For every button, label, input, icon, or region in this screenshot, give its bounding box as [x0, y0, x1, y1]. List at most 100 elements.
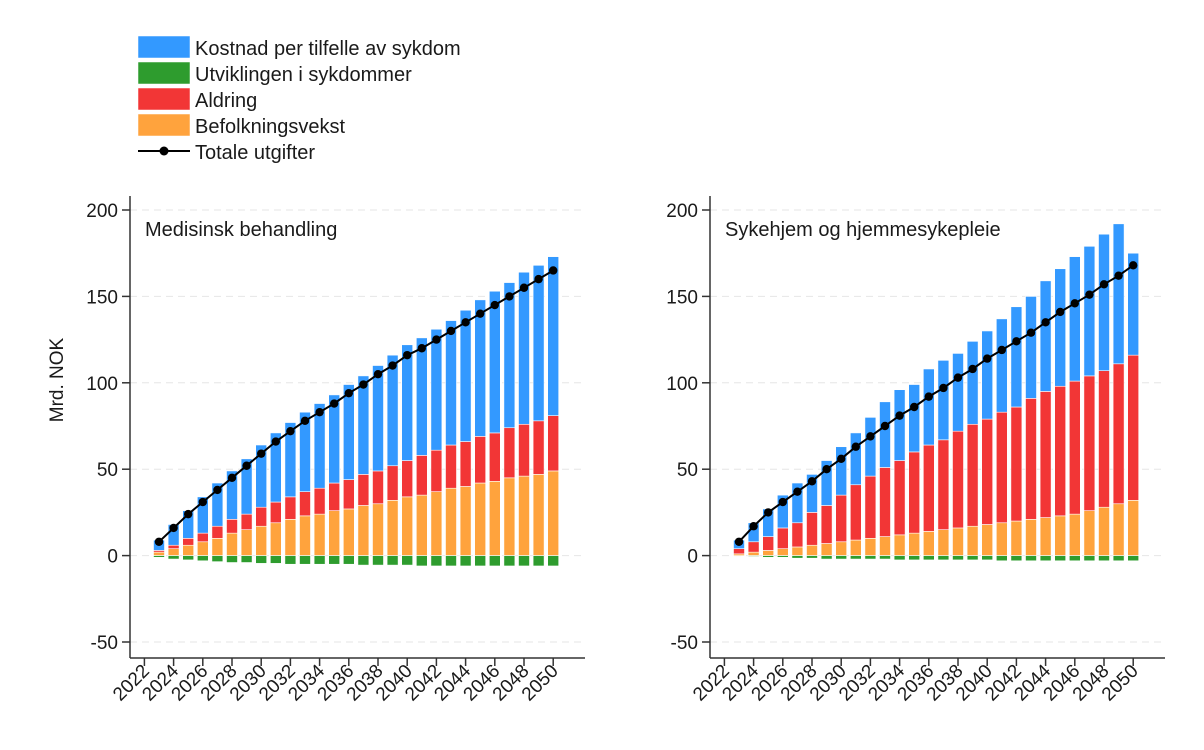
bar-cost-2027 — [211, 482, 224, 527]
bar-aging-2045 — [1054, 385, 1066, 517]
bar-pop-2026 — [197, 541, 209, 556]
bar-cost-2037 — [357, 375, 370, 475]
total-point-2048 — [519, 283, 529, 292]
bar-disease-2037 — [937, 555, 950, 561]
total-line — [738, 264, 1134, 543]
bar-aging-2037 — [357, 474, 370, 506]
bar-cost-2028 — [226, 470, 238, 520]
y-tick-label-50: 50 — [97, 460, 118, 481]
bar-disease-2036 — [342, 555, 355, 565]
bar-aging-2042 — [1010, 406, 1023, 522]
total-point-2032 — [866, 432, 875, 441]
bar-pop-2046 — [1069, 513, 1081, 556]
bar-pop-2023 — [153, 551, 165, 556]
bar-pop-2039 — [386, 500, 399, 556]
legend-swatch-cost — [137, 35, 191, 59]
bar-disease-2050 — [547, 555, 560, 567]
bar-pop-2035 — [908, 532, 921, 556]
bar-pop-2049 — [1112, 503, 1125, 556]
bar-cost-2028 — [806, 474, 818, 513]
bar-disease-2044 — [459, 555, 472, 567]
legend-marker-total — [159, 146, 169, 156]
bar-disease-2047 — [503, 555, 516, 567]
panel-title: Sykehjem og hjemmesykepleie — [725, 219, 1001, 241]
bar-aging-2028 — [226, 519, 238, 534]
bar-disease-2026 — [776, 555, 789, 558]
bar-disease-2040 — [401, 555, 414, 566]
bar-aging-2041 — [995, 411, 1008, 524]
total-point-2043 — [1026, 328, 1036, 337]
bar-disease-2024 — [167, 555, 180, 560]
bar-disease-2049 — [1112, 555, 1125, 562]
bar-aging-2026 — [197, 532, 209, 543]
total-point-2033 — [300, 416, 310, 426]
bar-cost-2042 — [430, 328, 443, 451]
bar-aging-2038 — [372, 470, 384, 505]
bar-cost-2038 — [372, 365, 384, 472]
total-point-2024 — [169, 523, 178, 533]
bar-cost-2031 — [849, 432, 862, 486]
total-point-2047 — [1085, 290, 1094, 299]
bar-cost-2038 — [952, 353, 964, 432]
bar-cost-2030 — [255, 444, 267, 508]
total-point-2047 — [505, 292, 514, 301]
bar-pop-2029 — [820, 543, 833, 556]
bar-cost-2035 — [328, 394, 341, 484]
y-tick-label-200: 200 — [86, 201, 118, 222]
bar-disease-2044 — [1039, 555, 1052, 562]
bar-aging-2036 — [342, 479, 355, 510]
total-point-2025 — [184, 509, 193, 519]
bar-disease-2046 — [1069, 555, 1081, 562]
y-tick-label-150: 150 — [86, 287, 118, 308]
y-tick-label--50: -50 — [91, 633, 118, 654]
bar-disease-2043 — [445, 555, 457, 567]
bar-aging-2034 — [313, 487, 326, 515]
bar-aging-2032 — [864, 475, 877, 539]
bar-aging-2034 — [893, 460, 906, 536]
bar-disease-2031 — [269, 555, 282, 564]
bar-pop-2027 — [791, 546, 804, 556]
total-point-2041 — [417, 344, 426, 353]
bar-cost-2034 — [893, 389, 906, 461]
bar-aging-2044 — [459, 441, 472, 487]
bar-cost-2036 — [922, 368, 935, 446]
bar-cost-2032 — [284, 422, 297, 498]
bar-cost-2040 — [401, 344, 414, 461]
bar-cost-2029 — [240, 458, 253, 515]
bar-disease-2033 — [299, 555, 311, 565]
bar-disease-2024 — [747, 555, 760, 557]
bar-aging-2048 — [1098, 370, 1110, 508]
bar-disease-2027 — [791, 555, 804, 559]
bar-pop-2033 — [879, 536, 891, 556]
bar-pop-2031 — [269, 522, 282, 556]
bar-cost-2027 — [791, 482, 804, 524]
bar-pop-2042 — [1010, 520, 1023, 556]
bar-disease-2029 — [820, 555, 833, 560]
bar-pop-2030 — [255, 525, 267, 556]
bar-cost-2041 — [415, 337, 428, 456]
bar-disease-2042 — [1010, 555, 1023, 562]
bar-disease-2027 — [211, 555, 224, 562]
bar-aging-2035 — [328, 482, 341, 511]
bar-pop-2027 — [211, 538, 224, 556]
total-point-2042 — [1012, 337, 1021, 346]
total-line — [158, 269, 554, 543]
bar-aging-2050 — [547, 415, 560, 472]
total-point-2044 — [1041, 318, 1050, 327]
bar-pop-2048 — [518, 475, 530, 556]
total-point-2027 — [213, 485, 222, 495]
total-point-2036 — [924, 392, 933, 401]
bar-disease-2045 — [1054, 555, 1066, 562]
bar-disease-2048 — [518, 555, 530, 567]
bar-pop-2026 — [776, 548, 789, 556]
bar-disease-2028 — [806, 555, 818, 559]
total-point-2037 — [939, 383, 948, 393]
bar-pop-2025 — [762, 550, 775, 556]
total-point-2030 — [257, 449, 266, 458]
bar-disease-2036 — [922, 555, 935, 561]
bar-disease-2029 — [240, 555, 253, 563]
bar-disease-2035 — [328, 555, 341, 565]
bar-pop-2038 — [952, 527, 964, 556]
y-axis-title: Mrd. NOK — [47, 337, 68, 422]
bar-aging-2037 — [937, 439, 950, 530]
